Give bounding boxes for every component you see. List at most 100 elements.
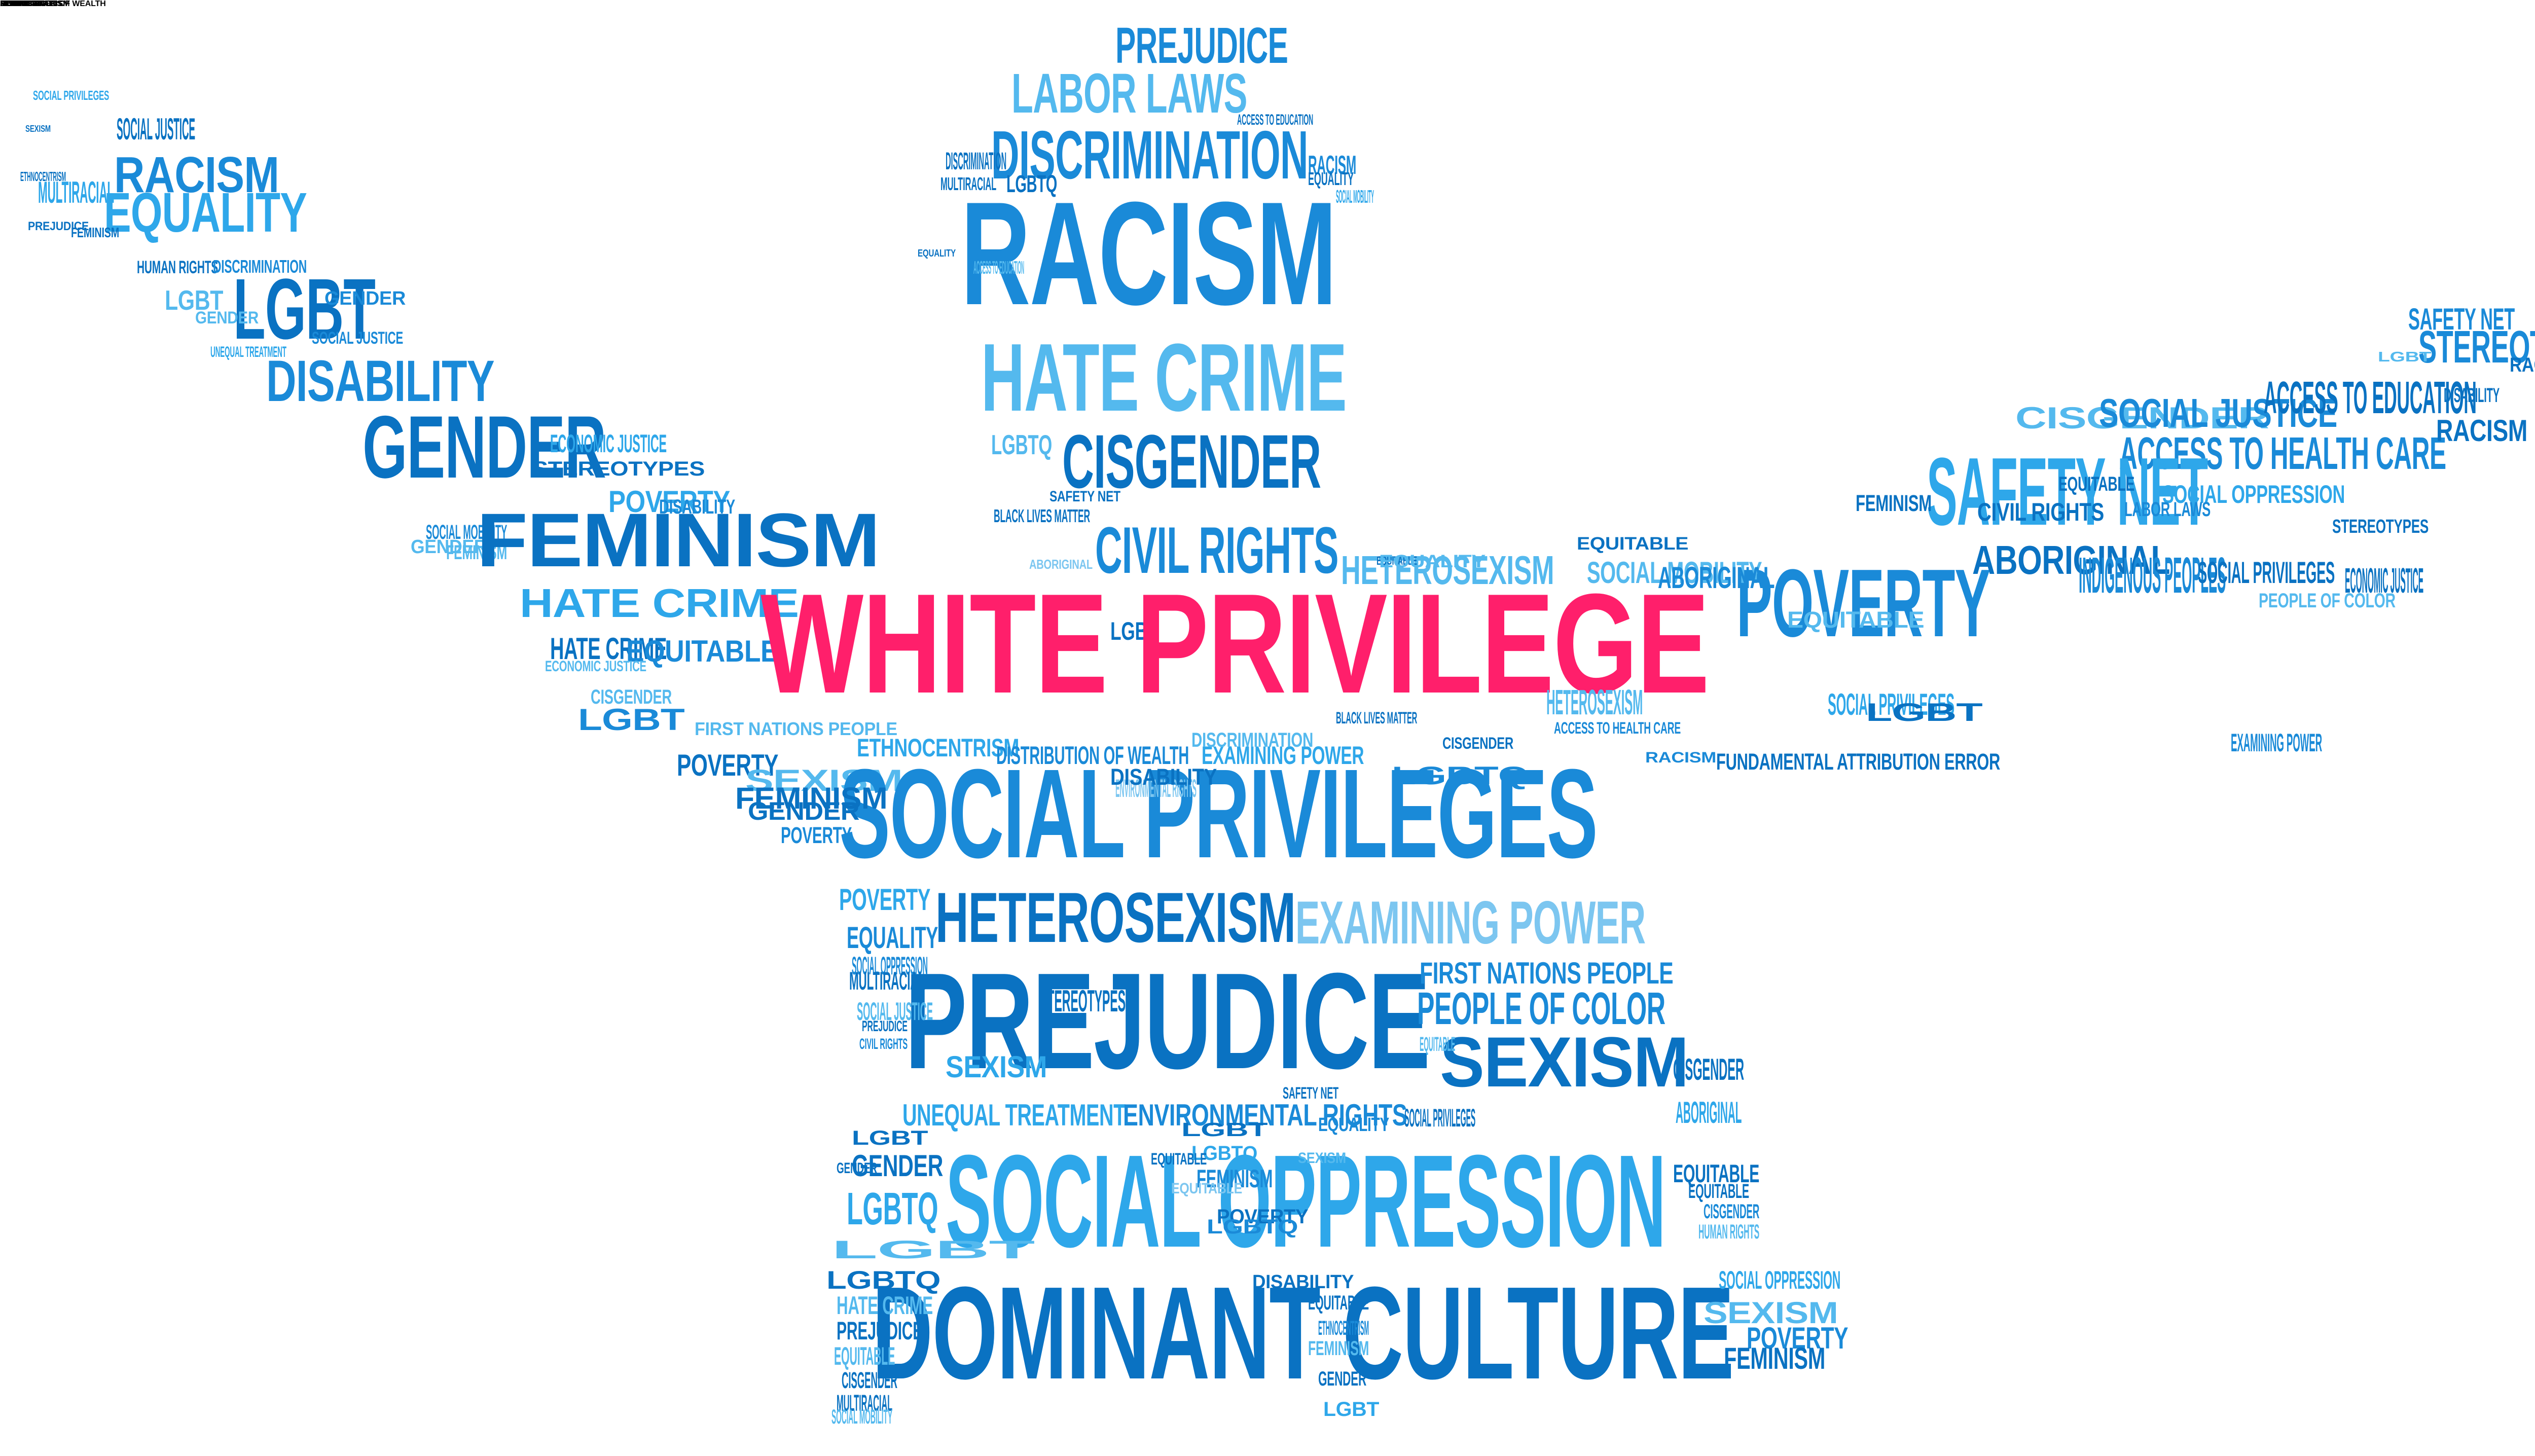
word: SOCIAL JUSTICE <box>312 329 404 348</box>
word: EQUITABLE <box>1420 1033 1456 1055</box>
word: RACISM <box>2436 414 2527 448</box>
word: EQUALITY <box>104 181 307 244</box>
word: HATE CRIME <box>550 632 667 666</box>
word: CISGENDER <box>1442 734 1513 752</box>
word: LABOR LAWS <box>2124 498 2211 521</box>
word: EXAMINING POWER <box>1295 889 1646 957</box>
word: CISGENDER <box>1673 1052 1744 1086</box>
word: SAFETY NET <box>1927 438 2208 545</box>
word: SOCIAL MOBILITY <box>1587 556 1762 590</box>
word: DISCRIMINATION <box>946 148 1007 175</box>
word: LGBTQ <box>991 429 1052 460</box>
word: STEREOTYPES <box>1039 984 1126 1018</box>
word: EQUITABLE <box>1377 554 1418 568</box>
word: HETEROSEXISM <box>935 878 1296 957</box>
word: UNEQUAL TREATMENT <box>902 1098 1126 1132</box>
word: GENDER <box>324 288 406 309</box>
word: ABORIGINAL <box>0 0 51 8</box>
word: PEOPLE OF COLOR <box>2259 590 2396 612</box>
word: LGBTQ <box>847 1184 938 1234</box>
word: MULTIRACIAL <box>38 175 114 209</box>
word: LGBT <box>578 703 685 737</box>
word: BLACK LIVES MATTER <box>994 505 1090 526</box>
word: SAFETY NET <box>1049 488 1120 505</box>
word: DISCRIMINATION <box>213 256 307 277</box>
word: LGBT <box>1866 698 1983 726</box>
word: GENDER <box>411 536 487 558</box>
word: CISGENDER <box>1704 1200 1760 1223</box>
word: GENDER <box>1318 1368 1366 1390</box>
word: HATE CRIME <box>837 1291 933 1320</box>
word: ABORIGINAL <box>1029 557 1093 572</box>
word: CISGENDER <box>1062 419 1321 504</box>
word: PREJUDICE <box>862 1018 908 1035</box>
word: SOCIAL MOBILITY <box>426 521 508 543</box>
word: GENDER <box>852 1149 943 1183</box>
word: LGBTQ <box>1006 171 1058 198</box>
word: DISCRIMINATION <box>991 117 1309 193</box>
word: SEXISM <box>1704 1296 1838 1330</box>
word: PREJUDICE <box>905 945 1430 1098</box>
word: EQUITABLE <box>626 634 779 668</box>
word: LGBTQ <box>1191 1142 1257 1164</box>
word: PEOPLE OF COLOR <box>1417 984 1665 1034</box>
word: RACISM <box>114 147 279 203</box>
word: SAFETY NET <box>1283 1084 1338 1102</box>
word: ECONOMIC JUSTICE <box>550 429 667 458</box>
word: HUMAN RIGHTS <box>0 0 62 8</box>
word: MULTIRACIAL <box>837 1390 893 1416</box>
word: SOCIAL JUSTICE <box>2099 390 2337 435</box>
word: SOCIAL PRIVILEGES <box>33 88 110 103</box>
word: SOCIAL JUSTICE <box>857 997 933 1026</box>
word: PREJUDICE <box>1115 17 1288 74</box>
word: ECONOMIC JUSTICE <box>545 658 646 675</box>
word: POVERTY <box>781 822 852 848</box>
word: WHITE PRIVILEGE <box>760 565 1710 723</box>
word: FUNDAMENTAL ATTRIBUTION ERROR <box>1716 749 2001 775</box>
word: FEMINISM <box>477 497 881 583</box>
word: HETEROSEXISM <box>1341 548 1554 593</box>
word: ENVIRONMENTAL RIGHTS <box>1115 774 1197 803</box>
word: DOMINANT CULTURE <box>872 1260 1734 1407</box>
word: DISCRIMINATION <box>1191 729 1314 751</box>
word: FIRST NATIONS PEOPLE <box>695 718 897 739</box>
word: ENVIRONMENTAL RIGHTS <box>1123 1098 1407 1132</box>
word: SEXISM <box>25 124 51 134</box>
word: SOCIAL JUSTICE <box>117 112 195 146</box>
word: HETEROSEXISM <box>1546 682 1643 722</box>
word: ABORIGINAL <box>1972 537 2170 583</box>
word: FEMINISM <box>1856 490 1932 516</box>
word: RACISM <box>1308 151 1356 180</box>
word: FEMINISM <box>0 0 39 8</box>
word: MULTIRACIAL <box>0 0 54 8</box>
word: FEMINISM <box>1197 1164 1273 1193</box>
word: INDIGENOUS PEOPLES <box>2079 547 2226 604</box>
word: MULTIRACIAL <box>940 173 997 194</box>
word: HUMAN RIGHTS <box>137 258 219 277</box>
word: EQUITABLE <box>1171 1180 1242 1197</box>
word: GENDER <box>195 308 259 327</box>
word: GENDER <box>837 1160 877 1177</box>
word: EQUITABLE <box>1308 1292 1369 1314</box>
word: EQUITABLE <box>834 1342 895 1370</box>
word: PREJUDICE <box>837 1317 923 1345</box>
word: ETHNOCENTRISM <box>857 734 1020 762</box>
word: LGBT <box>165 284 224 316</box>
word: ACCESS TO HEALTH CARE <box>1554 719 1681 737</box>
word: CISGENDER <box>842 1367 897 1393</box>
word: FEMINISM <box>71 225 120 240</box>
word: LGBT <box>852 1127 928 1149</box>
word: SOCIAL MOBILITY <box>831 1406 892 1428</box>
word: EQUALITY <box>847 921 938 955</box>
word: ETHNOCENTRISM <box>20 169 66 184</box>
word: CIVIL RIGHTS <box>1977 498 2104 526</box>
word: DISABILITY <box>1252 1271 1354 1293</box>
word: PREJUDICE <box>28 220 89 233</box>
word: POVERTY <box>839 883 930 917</box>
word: LGBT <box>2378 349 2431 365</box>
word: BLACK LIVES MATTER <box>1336 709 1418 727</box>
word: EXAMINING POWER <box>1202 741 1364 770</box>
word: SEXISM <box>946 1050 1047 1084</box>
word: EQUITABLE <box>2058 473 2134 495</box>
word: POVERTY <box>1747 1321 1849 1355</box>
